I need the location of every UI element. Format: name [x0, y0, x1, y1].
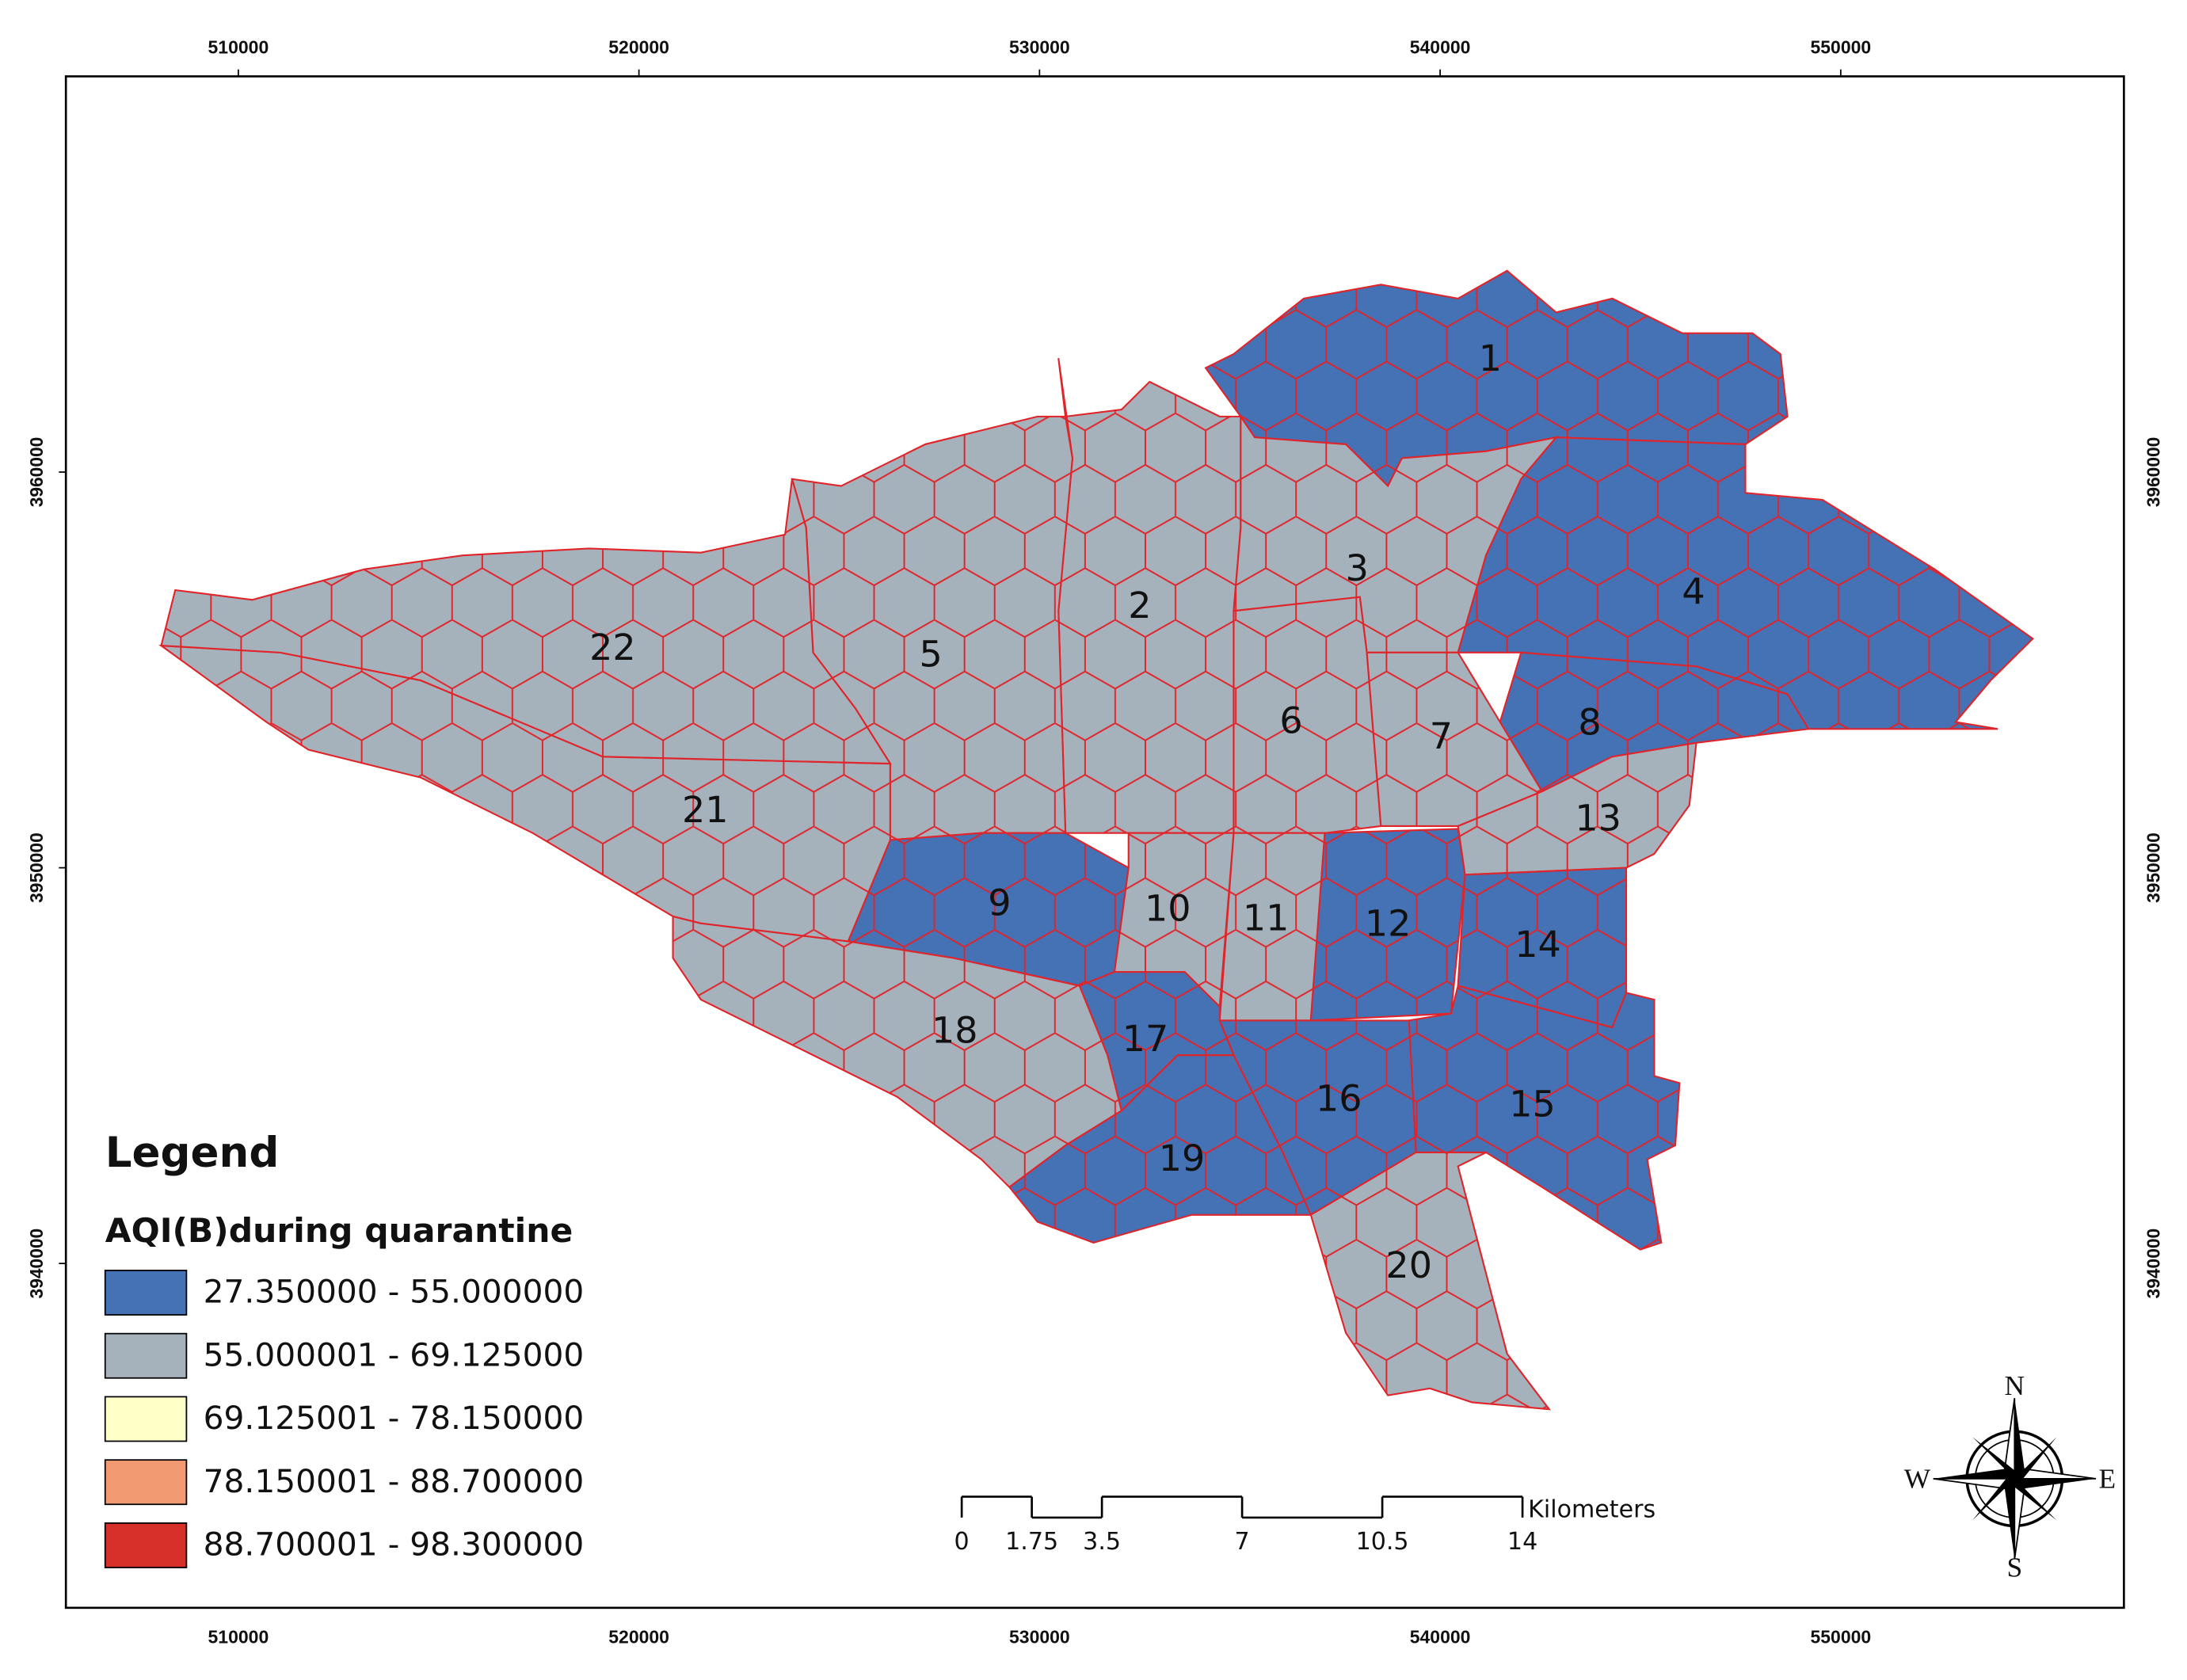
map-frame: [64, 75, 2125, 1610]
compass-e: E: [2098, 1464, 2116, 1495]
district-label: 22: [589, 626, 636, 669]
compass-n: N: [2005, 1370, 2025, 1401]
scale-label: 0: [954, 1528, 970, 1556]
y-coord-right: 3950000: [2143, 832, 2163, 903]
scale-label: 7: [1235, 1528, 1250, 1556]
x-coord-bottom: 550000: [1810, 1627, 1871, 1648]
compass-rose: N S E W: [1904, 1370, 2116, 1583]
scale-unit: Kilometers: [1528, 1496, 1655, 1524]
district-label: 20: [1385, 1244, 1432, 1286]
y-coord-left: 3960000: [26, 437, 47, 508]
district-label: 12: [1365, 902, 1412, 945]
district-label: 1: [1479, 337, 1502, 379]
legend-swatch: [104, 1270, 188, 1316]
legend-swatch: [104, 1459, 188, 1506]
x-coord-top: 550000: [1810, 36, 1871, 57]
hex-grid: [1309, 828, 1466, 1022]
district-label: 4: [1682, 570, 1705, 613]
district-label: 8: [1578, 701, 1601, 744]
hex-grid: [1457, 436, 2034, 730]
district-label: 19: [1159, 1137, 1206, 1179]
hex-grid: [1457, 741, 1697, 876]
y-coord-right: 3960000: [2143, 437, 2163, 508]
district-label: 6: [1279, 699, 1302, 742]
district-label: 13: [1575, 797, 1621, 840]
district-label: 16: [1316, 1077, 1362, 1120]
x-coord-bottom: 540000: [1410, 1627, 1471, 1648]
x-coord-top: 540000: [1410, 36, 1471, 57]
y-coord-right: 3940000: [2143, 1229, 2163, 1299]
hex-grid: [1008, 1054, 1313, 1244]
districts: [158, 269, 2034, 1411]
district-label: 3: [1346, 547, 1369, 589]
district-label: 17: [1122, 1017, 1169, 1060]
x-coord-bottom: 520000: [608, 1627, 669, 1648]
legend-label: 27.350000 - 55.000000: [204, 1273, 585, 1311]
legend-label: 78.150001 - 88.700000: [204, 1462, 585, 1500]
legend-swatch: [104, 1332, 188, 1379]
district-label: 14: [1515, 923, 1561, 966]
district-label: 10: [1145, 887, 1191, 930]
hex-grid: [160, 478, 892, 765]
district-label: 2: [1128, 584, 1151, 627]
y-coord-left: 3940000: [26, 1229, 47, 1299]
district-label: 18: [932, 1009, 978, 1052]
district-label: 5: [920, 633, 943, 676]
scale-label: 10.5: [1356, 1528, 1409, 1556]
scale-label: 14: [1507, 1528, 1537, 1556]
legend-swatch: [104, 1396, 188, 1442]
district-label: 7: [1430, 714, 1453, 757]
district-label: 11: [1243, 897, 1290, 939]
x-coord-top: 530000: [1009, 36, 1070, 57]
district-label: 21: [682, 788, 729, 831]
scale-label: 1.75: [1005, 1528, 1058, 1556]
scale-label: 3.5: [1083, 1528, 1121, 1556]
hex-grid: [1309, 1151, 1551, 1411]
x-coord-top: 510000: [208, 36, 269, 57]
legend-swatch: [104, 1522, 188, 1568]
legend-label: 88.700001 - 98.300000: [204, 1526, 585, 1564]
hex-grid: [1233, 596, 1382, 834]
x-coord-top: 520000: [608, 36, 669, 57]
compass-w: W: [1904, 1464, 1931, 1495]
district-label: 15: [1509, 1083, 1556, 1126]
y-coord-left: 3950000: [26, 832, 47, 903]
legend-subtitle: AQI(B)during quarantine: [105, 1211, 573, 1250]
district-label: 9: [988, 882, 1011, 924]
compass-s: S: [2006, 1552, 2022, 1583]
legend-label: 55.000001 - 69.125000: [204, 1336, 585, 1374]
legend-label: 69.125001 - 78.150000: [204, 1399, 585, 1437]
x-coord-bottom: 510000: [208, 1627, 269, 1648]
legend-title: Legend: [105, 1129, 280, 1177]
x-coord-bottom: 530000: [1009, 1627, 1070, 1648]
